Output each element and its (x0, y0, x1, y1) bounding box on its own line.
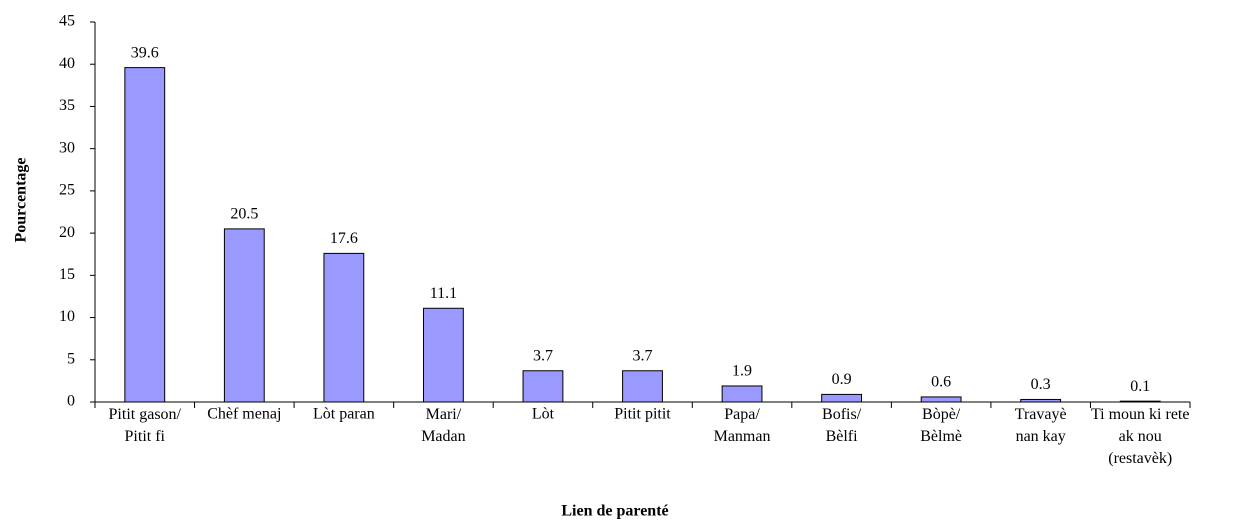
y-tick-label: 5 (67, 350, 75, 367)
bar (1020, 398, 1062, 403)
y-tick-label: 35 (59, 97, 75, 114)
bar (1119, 400, 1161, 403)
bar (522, 370, 564, 403)
y-tick-label: 20 (59, 224, 75, 241)
y-axis-title: Pourcentage (13, 157, 30, 242)
x-tick-label: Pitit gason/Pitit fi (109, 406, 182, 445)
bar (423, 307, 464, 403)
x-tick-label: Travayè nan kay (1015, 406, 1067, 445)
value-label: 3.7 (533, 347, 553, 364)
y-tick-label: 25 (59, 182, 75, 199)
x-tick-label: Mari/Madan (421, 406, 465, 445)
bar (124, 67, 166, 403)
value-label: 39.6 (131, 44, 159, 61)
value-label: 0.1 (1130, 378, 1150, 395)
x-tick-label: Pitit pitit (614, 406, 671, 423)
y-tick-label: 45 (59, 13, 75, 30)
x-axis-title: Lien de parenté (561, 503, 668, 520)
y-tick-label: 40 (59, 55, 75, 72)
value-label: 0.9 (832, 371, 852, 388)
value-label: 1.9 (732, 363, 752, 380)
bar (721, 385, 763, 403)
y-tick-label: 10 (59, 308, 75, 325)
value-label: 0.3 (1031, 376, 1051, 393)
value-label: 11.1 (430, 285, 457, 302)
value-label: 0.6 (931, 374, 951, 391)
bar (223, 228, 265, 403)
bar (821, 393, 863, 403)
bar (920, 396, 962, 403)
bar (622, 370, 663, 403)
y-tick-label: 0 (67, 393, 75, 410)
value-label: 3.7 (633, 347, 653, 364)
value-label: 17.6 (330, 230, 358, 247)
x-tick-label: Lòt (532, 406, 555, 423)
x-tick-label: Ti moun ki rete ak nou (restavèk) (1091, 406, 1190, 467)
y-tick-label: 30 (59, 139, 75, 156)
x-tick-label: Chèf menaj (207, 406, 281, 423)
x-tick-label: Bòpè/Bèlmè (920, 406, 962, 445)
x-tick-label: Lòt paran (313, 406, 375, 423)
bar (323, 252, 365, 403)
y-tick-label: 15 (59, 266, 75, 283)
value-label: 20.5 (230, 206, 258, 223)
x-tick-label: Bofis/Bèlfi (822, 406, 862, 445)
x-tick-label: Papa/Manman (714, 406, 771, 445)
